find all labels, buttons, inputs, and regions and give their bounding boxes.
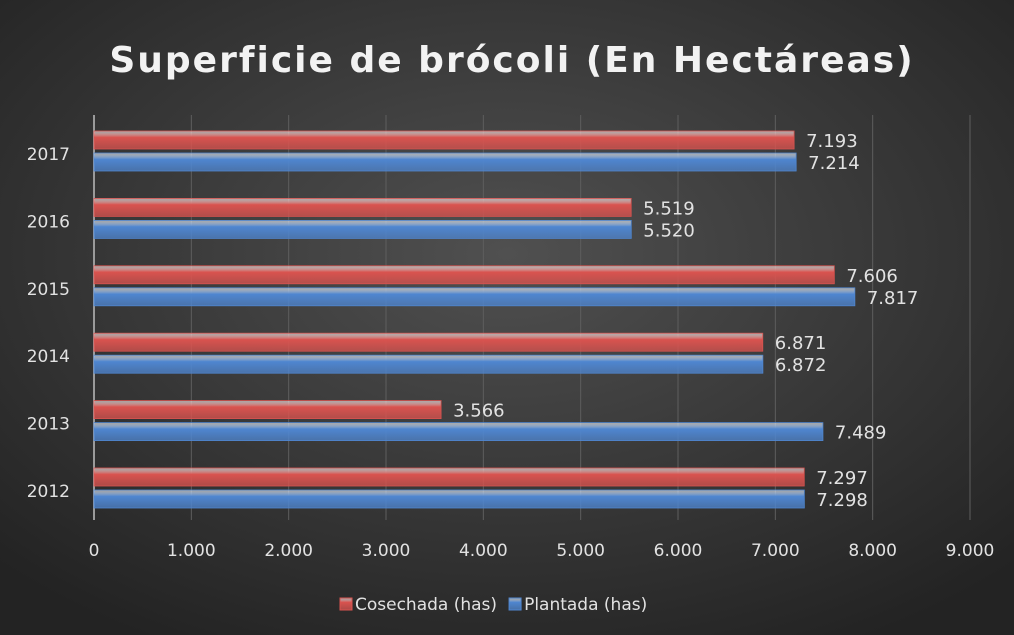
x-tick-label: 7.000 [751, 541, 800, 561]
x-tick-label: 6.000 [654, 541, 703, 561]
bar [93, 467, 805, 487]
x-tick-label: 4.000 [459, 541, 508, 561]
value-label: 5.520 [643, 220, 695, 241]
value-label: 7.817 [867, 288, 919, 309]
y-tick-label: 2013 [27, 415, 70, 435]
value-label: 7.298 [816, 490, 868, 511]
x-tick-label: 8.000 [848, 541, 897, 561]
y-tick-label: 2012 [27, 482, 70, 502]
value-label: 7.297 [816, 468, 868, 489]
y-tick-label: 2017 [27, 145, 70, 165]
bar [93, 422, 824, 442]
bar [93, 130, 795, 150]
value-label: 6.871 [775, 333, 827, 354]
x-tick-label: 0 [89, 541, 100, 561]
x-tick-label: 1.000 [167, 541, 216, 561]
legend-label: Plantada (has) [524, 595, 647, 615]
x-tick-label: 3.000 [362, 541, 411, 561]
legend-swatch [508, 597, 522, 611]
chart-title: Superficie de brócoli (En Hectáreas) [109, 40, 914, 81]
bar [93, 400, 442, 420]
bar [93, 197, 632, 217]
value-label: 3.566 [453, 401, 505, 422]
value-label: 7.214 [808, 153, 860, 174]
bar [93, 265, 835, 285]
bar [93, 354, 764, 374]
bar [93, 332, 764, 352]
bar [93, 219, 632, 239]
x-tick-label: 5.000 [556, 541, 605, 561]
legend-label: Cosechada (has) [355, 595, 497, 615]
y-tick-label: 2015 [27, 280, 70, 300]
value-label: 7.193 [806, 131, 858, 152]
bar [93, 287, 856, 307]
y-tick-label: 2016 [27, 212, 70, 232]
y-tick-label: 2014 [27, 347, 70, 367]
legend-swatch [339, 597, 353, 611]
x-tick-label: 2.000 [264, 541, 313, 561]
x-tick-label: 9.000 [946, 541, 995, 561]
value-label: 7.606 [846, 266, 898, 287]
bar [93, 489, 805, 509]
value-label: 5.519 [643, 198, 695, 219]
value-label: 7.489 [835, 423, 887, 444]
bar [93, 152, 797, 172]
value-label: 6.872 [775, 355, 827, 376]
